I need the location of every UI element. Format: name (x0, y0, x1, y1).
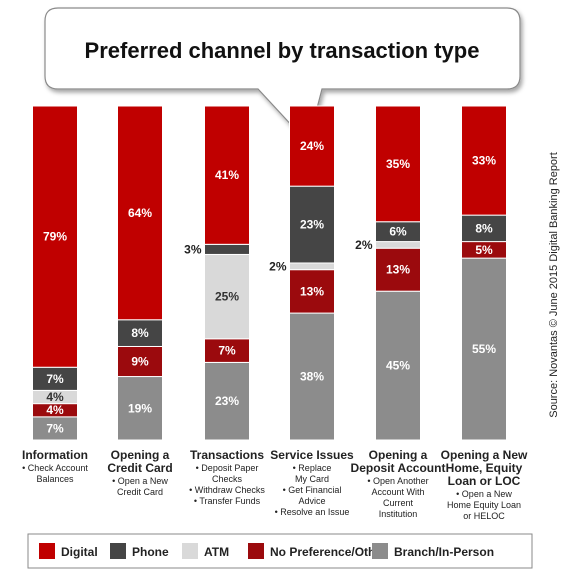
category-note: • Transfer Funds (194, 496, 261, 506)
category-note: My Card (295, 474, 329, 484)
bar-segment (289, 185, 335, 264)
category-note: or HELOC (463, 511, 505, 521)
data-label: 2% (355, 238, 373, 252)
title-callout-shape (44, 7, 521, 145)
category-title: Credit Card (107, 461, 172, 475)
category-note: • Open a New (456, 489, 512, 499)
legend-label: No Preference/Other (270, 545, 387, 559)
category-note: Home Equity Loan (447, 500, 521, 510)
category-note: • Check Account (22, 463, 88, 473)
chart-title: Preferred channel by transaction type (85, 38, 480, 63)
data-label: 7% (218, 344, 236, 358)
bar-segment (289, 262, 335, 271)
source-note: Source: Novantas © June 2015 Digital Ban… (548, 152, 560, 418)
bar-segment (461, 105, 507, 216)
legend-label: Digital (61, 545, 98, 559)
data-label: 19% (128, 401, 152, 415)
data-label: 33% (472, 154, 496, 168)
category-note: • Deposit Paper (196, 463, 259, 473)
category-note: Balances (36, 474, 74, 484)
category-title: Service Issues (270, 448, 354, 462)
bar-segment (461, 257, 507, 441)
bar-segment (204, 361, 250, 441)
data-label: 6% (389, 225, 407, 239)
category-note: Credit Card (117, 487, 163, 497)
legend-swatch (248, 543, 264, 559)
category-title: Deposit Account (351, 461, 446, 475)
bar-segment (117, 105, 163, 321)
bar-segment (375, 105, 421, 223)
bar-segment (289, 105, 335, 187)
data-label: 55% (472, 342, 496, 356)
category-note: • Resolve an Issue (275, 507, 350, 517)
bar-segment (375, 241, 421, 249)
data-label: 8% (131, 326, 149, 340)
category-note: Institution (379, 509, 418, 519)
bar-segment (32, 105, 78, 368)
category-title: Opening a New (441, 448, 528, 462)
bars-group: 7% 4%4% 7% 79% 19% 9% 8% 64% 23% 7% 25% 3% 41% 38% 13%… (32, 105, 507, 441)
data-label: 4% (46, 390, 64, 404)
category-note: • Get Financial (283, 485, 342, 495)
bar-segment (375, 290, 421, 441)
legend-swatch (110, 543, 126, 559)
category-note: Advice (298, 496, 325, 506)
data-label: 38% (300, 370, 324, 384)
category-note: • Open a New (112, 476, 168, 486)
category-note: • Withdraw Checks (189, 485, 265, 495)
data-label: 7% (46, 421, 64, 435)
legend-swatch (372, 543, 388, 559)
legend-swatch (182, 543, 198, 559)
data-label: 64% (128, 206, 152, 220)
category-note: Checks (212, 474, 243, 484)
legend-label: ATM (204, 545, 229, 559)
data-label: 13% (386, 263, 410, 277)
title-callout: Preferred channel by transaction type (44, 7, 521, 145)
data-label: 4% (46, 403, 64, 417)
category-title: Opening a (369, 448, 428, 462)
category-title: Home, Equity (446, 461, 523, 475)
data-label: 5% (475, 243, 493, 257)
data-label: 3% (184, 242, 202, 256)
data-label: 9% (131, 355, 149, 369)
legend-label: Branch/In-Person (394, 545, 494, 559)
legend-label: Phone (132, 545, 169, 559)
data-label: 41% (215, 168, 239, 182)
data-label: 7% (46, 372, 64, 386)
data-label: 35% (386, 157, 410, 171)
legend-swatch (39, 543, 55, 559)
bar-segment (375, 247, 421, 292)
data-label: 13% (300, 284, 324, 298)
category-title: Opening a (111, 448, 170, 462)
bar-segment (289, 312, 335, 441)
bar-segment (461, 214, 507, 243)
category-note: • Open Another (367, 476, 428, 486)
bar-segment (289, 269, 335, 314)
data-label: 23% (300, 218, 324, 232)
legend: Digital Phone ATM No Preference/Other Branch… (27, 533, 533, 569)
category-title: Transactions (190, 448, 264, 462)
data-label: 2% (269, 259, 287, 273)
data-label: 25% (215, 290, 239, 304)
bar-segment (204, 243, 250, 255)
data-label: 23% (215, 394, 239, 408)
category-note: Current (383, 498, 414, 508)
data-label: 45% (386, 359, 410, 373)
category-note: Account With (371, 487, 424, 497)
data-label: 24% (300, 139, 324, 153)
data-label: 8% (475, 221, 493, 235)
bar-segment (204, 105, 250, 245)
data-label: 79% (43, 230, 67, 244)
category-note: • Replace (293, 463, 332, 473)
category-title: Information (22, 448, 88, 462)
category-title: Loan or LOC (448, 474, 521, 488)
